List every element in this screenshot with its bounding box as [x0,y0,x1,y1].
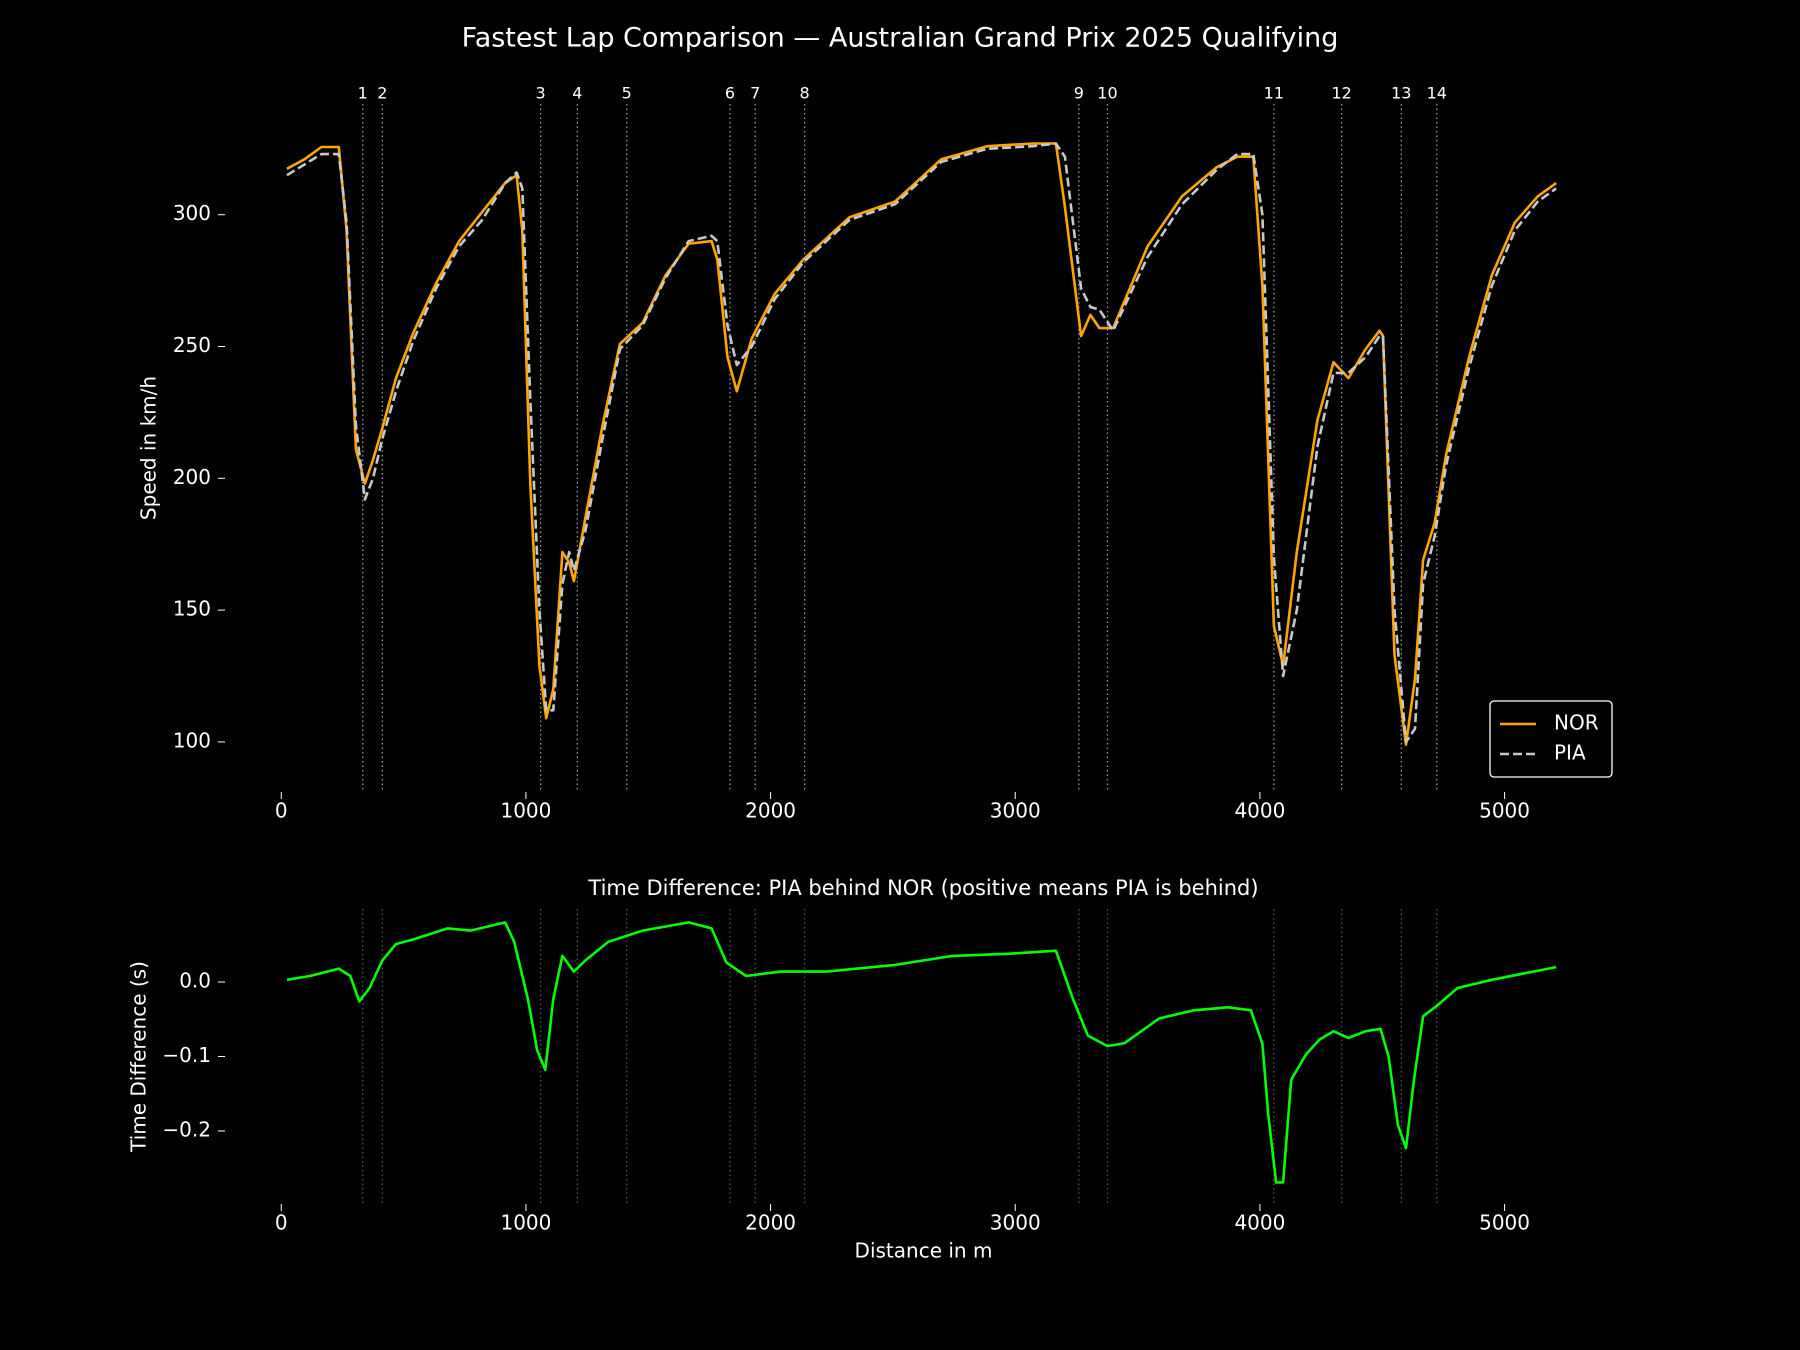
x-tick-label: 0 [275,799,288,823]
x-tick-label: 4000 [1234,1211,1285,1235]
x-tick-label: 4000 [1234,799,1285,823]
corner-label: 4 [572,84,582,103]
corner-label: 10 [1097,84,1117,103]
corner-label: 2 [377,84,387,103]
x-tick-label: 2000 [745,799,796,823]
x-tick-label: 5000 [1479,1211,1530,1235]
x-tick-label: 0 [275,1211,288,1235]
y-axis-label: Time Difference (s) [127,961,151,1153]
corner-label: 13 [1391,84,1411,103]
y-tick-label: 200 [173,465,211,489]
corner-label: 9 [1074,84,1084,103]
corner-label: 5 [622,84,632,103]
corner-label: 8 [800,84,810,103]
y-tick-label: 100 [173,728,211,752]
y-tick-label: 250 [173,333,211,357]
chart-title: Time Difference: PIA behind NOR (positiv… [587,876,1258,900]
legend-label: NOR [1554,711,1599,735]
legend-box [1489,700,1613,778]
corner-label: 1 [358,84,368,103]
corner-label: 6 [725,84,735,103]
x-tick-label: 5000 [1479,799,1530,823]
y-axis-label: Speed in km/h [137,376,161,520]
y-tick-label: −0.2 [162,1117,211,1141]
y-tick-label: −0.1 [162,1043,211,1067]
figure-title: Fastest Lap Comparison — Australian Gran… [462,23,1339,54]
x-tick-label: 1000 [500,1211,551,1235]
y-tick-label: 0.0 [179,969,211,993]
x-tick-label: 3000 [990,1211,1041,1235]
corner-label: 3 [536,84,546,103]
corner-label: 11 [1264,84,1284,103]
y-tick-label: 300 [173,201,211,225]
x-axis-label: Distance in m [855,1239,993,1263]
series-line [286,921,1557,1184]
x-tick-label: 2000 [745,1211,796,1235]
series-line [286,142,1557,746]
corner-label: 7 [750,84,760,103]
x-tick-label: 3000 [990,799,1041,823]
legend-label: PIA [1554,741,1586,765]
x-tick-label: 1000 [500,799,551,823]
series-line [286,142,1557,744]
corner-label: 14 [1427,84,1447,103]
y-tick-label: 150 [173,597,211,621]
corner-label: 12 [1331,84,1351,103]
